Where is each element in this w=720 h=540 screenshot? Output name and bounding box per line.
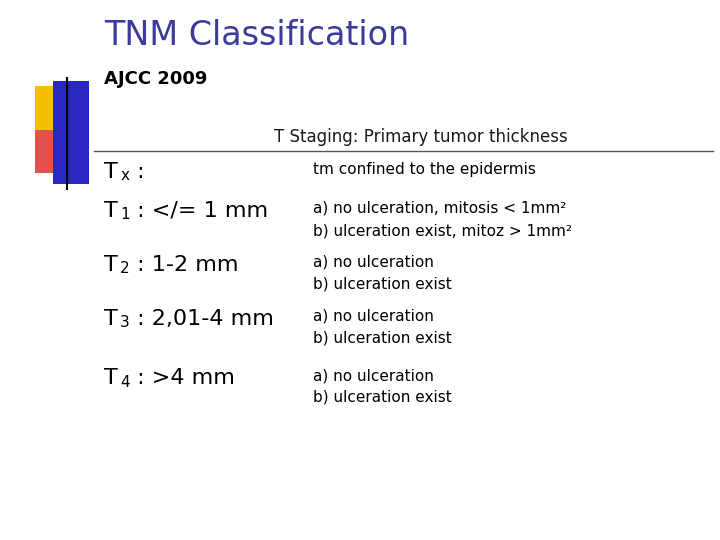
Text: a) no ulceration: a) no ulceration	[313, 368, 434, 383]
Text: x: x	[120, 168, 130, 184]
Text: b) ulceration exist: b) ulceration exist	[313, 330, 452, 346]
Text: a) no ulceration, mitosis < 1mm²: a) no ulceration, mitosis < 1mm²	[313, 201, 567, 216]
Text: T: T	[104, 162, 118, 182]
Text: : 1-2 mm: : 1-2 mm	[130, 255, 239, 275]
Text: T: T	[104, 201, 118, 221]
Text: tm confined to the epidermis: tm confined to the epidermis	[313, 162, 536, 177]
Text: : 2,01-4 mm: : 2,01-4 mm	[130, 309, 274, 329]
Text: 3: 3	[120, 315, 130, 330]
Text: :: :	[130, 162, 145, 182]
Text: b) ulceration exist: b) ulceration exist	[313, 390, 452, 405]
Bar	[35, 86, 69, 130]
Text: AJCC 2009: AJCC 2009	[104, 70, 208, 88]
Text: a) no ulceration: a) no ulceration	[313, 255, 434, 270]
Text: b) ulceration exist: b) ulceration exist	[313, 276, 452, 292]
Bar	[53, 81, 89, 184]
Text: 2: 2	[120, 261, 130, 276]
Text: TNM Classification: TNM Classification	[104, 19, 410, 52]
Text: 4: 4	[120, 375, 130, 390]
Text: b) ulceration exist, mitoz > 1mm²: b) ulceration exist, mitoz > 1mm²	[313, 223, 572, 238]
Text: T Staging: Primary tumor thickness: T Staging: Primary tumor thickness	[274, 128, 567, 146]
Text: : >4 mm: : >4 mm	[130, 368, 235, 388]
Bar	[35, 130, 69, 173]
Text: a) no ulceration: a) no ulceration	[313, 309, 434, 324]
Text: : </= 1 mm: : </= 1 mm	[130, 201, 269, 221]
Text: T: T	[104, 309, 118, 329]
Text: 1: 1	[120, 207, 130, 222]
Text: T: T	[104, 368, 118, 388]
Text: T: T	[104, 255, 118, 275]
